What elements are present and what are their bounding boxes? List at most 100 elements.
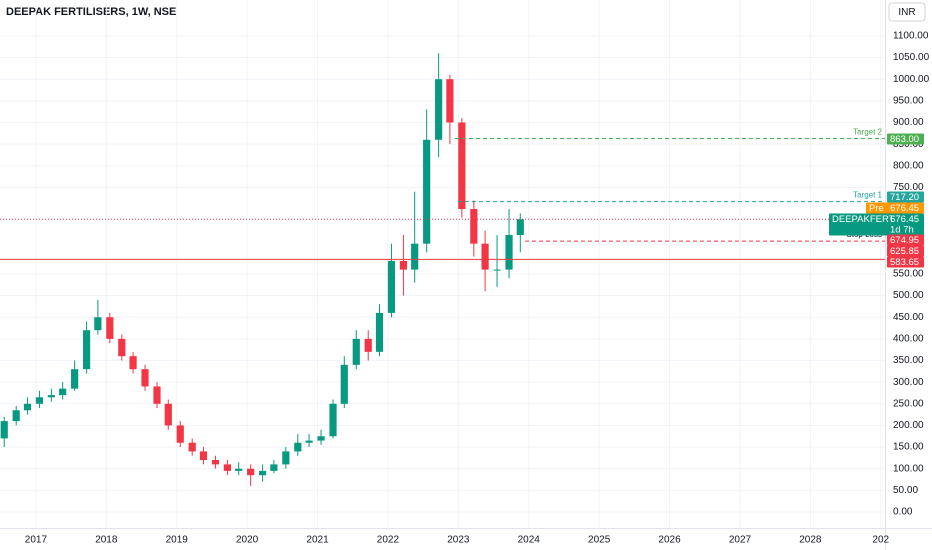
- last-badge: [829, 213, 924, 236]
- x-tick-label: 2017: [25, 535, 48, 546]
- candle-body: [458, 122, 466, 210]
- candle-body: [47, 395, 55, 398]
- x-tick-label: 2027: [729, 535, 752, 546]
- pre-badge: [866, 202, 924, 214]
- candle-body: [223, 464, 232, 471]
- candle-body: [282, 451, 290, 465]
- candle-body: [199, 451, 208, 461]
- currency-label[interactable]: INR: [898, 7, 915, 18]
- candle-body: [423, 139, 431, 244]
- candle-body: [470, 209, 478, 244]
- candle-body: [23, 403, 32, 411]
- candle-body: [0, 421, 8, 439]
- y-tick-label: 550.00: [893, 269, 924, 280]
- x-tick-label: 2018: [95, 535, 118, 546]
- candle-body: [141, 369, 149, 387]
- level-name: Target 1: [853, 191, 882, 200]
- price-badge-label: 863.00: [890, 134, 919, 145]
- y-tick-label: 800.00: [893, 160, 924, 171]
- candle-body: [446, 79, 454, 123]
- candle-body: [211, 460, 220, 465]
- candle-body: [176, 425, 184, 443]
- y-tick-label: 200.00: [893, 420, 924, 431]
- x-tick-label: 202: [872, 535, 889, 546]
- candle-body: [83, 330, 91, 370]
- price-badge: [887, 245, 924, 257]
- y-tick-label: 0.00: [893, 507, 913, 518]
- candle-body: [153, 386, 161, 404]
- candle-body: [235, 468, 243, 471]
- candle-body: [305, 440, 313, 443]
- y-tick-label: 300.00: [893, 377, 924, 388]
- y-tick-label: 1050.00: [893, 52, 930, 63]
- y-tick-label: 900.00: [893, 117, 924, 128]
- currency-button[interactable]: [888, 2, 926, 22]
- last-price: 676.45: [890, 214, 919, 225]
- candle-body: [516, 219, 524, 236]
- candle-body: [364, 338, 372, 352]
- y-tick-label: 150.00: [893, 442, 924, 453]
- price-badge: [887, 234, 924, 246]
- x-tick-label: 2021: [306, 535, 329, 546]
- candle-body: [387, 260, 396, 313]
- y-tick-label: 400.00: [893, 334, 924, 345]
- price-badge-label: 625.85: [890, 246, 919, 257]
- last-symbol: DEEPAKFERT: [832, 214, 895, 225]
- price-badge-label: 717.20: [890, 192, 919, 203]
- candle-body: [317, 436, 325, 441]
- pre-badge-name: Pre: [869, 203, 884, 214]
- price-badge: [887, 256, 924, 268]
- candle-body: [340, 364, 348, 404]
- candle-body: [164, 403, 172, 426]
- candle-body: [294, 442, 302, 452]
- y-tick-label: 1100.00: [893, 31, 929, 42]
- x-tick-label: 2019: [166, 535, 189, 546]
- candle-body: [106, 317, 114, 339]
- y-tick-label: 500.00: [893, 290, 924, 301]
- y-tick-label: 350.00: [893, 355, 924, 366]
- y-tick-label: 950.00: [893, 95, 924, 106]
- x-tick-label: 2025: [588, 535, 611, 546]
- candle-body: [505, 235, 513, 270]
- x-tick-label: 2028: [799, 535, 822, 546]
- y-tick-label: 50.00: [893, 485, 918, 496]
- y-tick-label: 1000.00: [893, 74, 930, 85]
- candle-body: [493, 269, 501, 271]
- candle-body: [435, 79, 443, 140]
- countdown: 1d 7h: [890, 225, 914, 236]
- price-badge-label: 674.95: [890, 235, 919, 246]
- y-tick-label: 450.00: [893, 312, 924, 323]
- y-tick-label: 250.00: [893, 398, 924, 409]
- pre-badge-label: 676.45: [890, 203, 919, 214]
- candle-body: [411, 243, 419, 270]
- candle-body: [352, 338, 360, 365]
- x-tick-label: 2023: [447, 535, 470, 546]
- candle-body: [118, 338, 126, 357]
- candle-body: [71, 369, 79, 389]
- candle-body: [35, 397, 44, 404]
- candle-body: [129, 356, 137, 370]
- candle-body: [94, 317, 102, 331]
- price-badge: [887, 191, 924, 203]
- candle-body: [329, 403, 337, 437]
- candle-body: [247, 468, 255, 476]
- candle-body: [375, 312, 384, 352]
- y-tick-label: 100.00: [893, 463, 924, 474]
- x-tick-label: 2024: [518, 535, 541, 546]
- candle-body: [270, 464, 278, 471]
- candle-body: [59, 388, 67, 396]
- candle-body: [481, 243, 489, 270]
- price-badge: [887, 133, 924, 145]
- candle-body: [12, 410, 20, 422]
- candle-body: [399, 260, 408, 270]
- y-tick-label: 750.00: [893, 182, 924, 193]
- x-tick-label: 2020: [236, 535, 259, 546]
- candle-body: [259, 470, 267, 476]
- x-tick-label: 2026: [658, 535, 681, 546]
- level-name: Target 2: [853, 128, 882, 137]
- x-tick-label: 2022: [377, 535, 400, 546]
- price-badge-label: 583.65: [890, 257, 919, 268]
- chart-title: DEEPAK FERTILISERS, 1W, NSE: [6, 6, 176, 18]
